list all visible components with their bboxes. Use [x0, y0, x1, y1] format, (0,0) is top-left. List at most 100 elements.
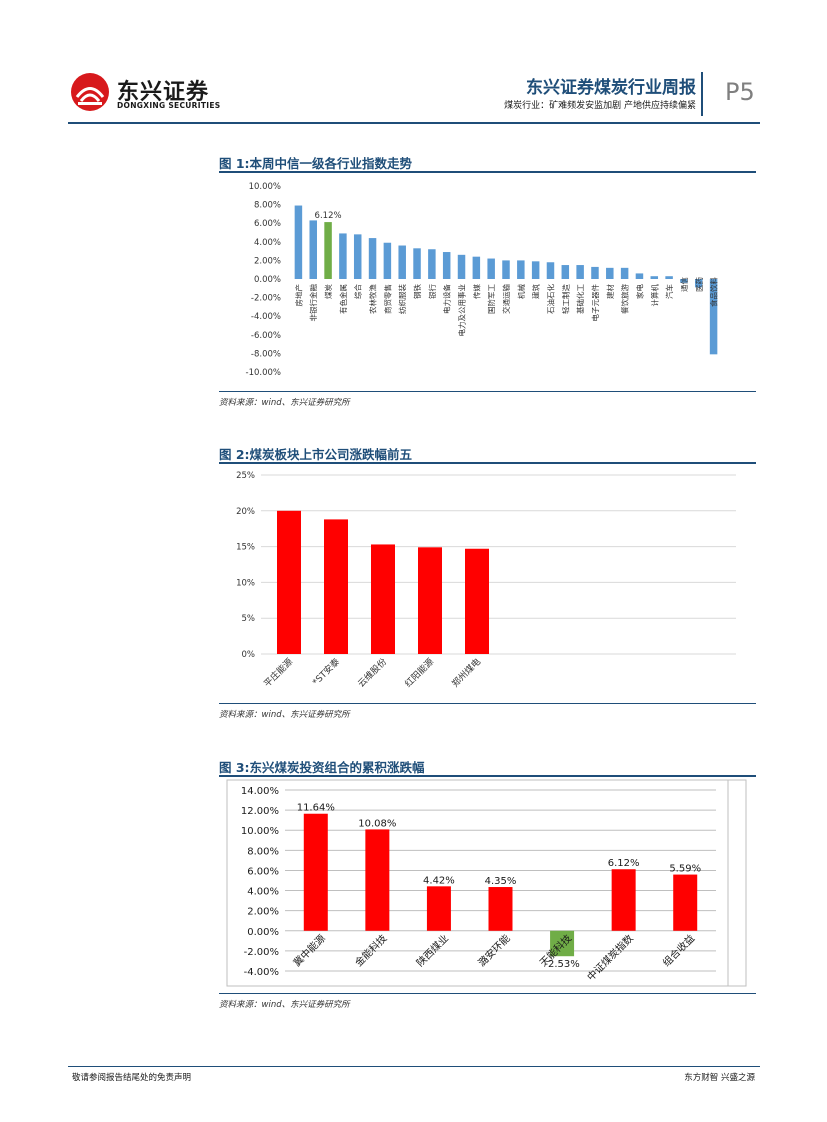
- x-tick-label: 食品饮料: [709, 277, 719, 307]
- x-tick-label: 石油石化: [545, 284, 555, 314]
- x-tick-label: 医药: [694, 277, 704, 292]
- x-tick-label: 房地产: [293, 284, 303, 307]
- data-label: 11.64%: [297, 803, 335, 814]
- bar: [339, 233, 347, 279]
- plot-frame: [226, 779, 747, 987]
- x-tick-label: 家电: [634, 284, 644, 299]
- bar: [353, 234, 362, 279]
- x-tick-label: 传媒: [471, 284, 481, 299]
- y-tick-label: -4.00%: [251, 312, 281, 322]
- footer-rule: [68, 1066, 760, 1067]
- y-tick-label: 2.00%: [254, 256, 281, 266]
- x-tick-label: 机械: [516, 284, 526, 299]
- bar: [365, 829, 390, 931]
- bar: [309, 220, 317, 279]
- bar: [472, 256, 481, 279]
- bar: [680, 279, 688, 283]
- x-tick-label: 综合: [353, 284, 363, 299]
- y-tick-label: 4.00%: [247, 887, 279, 898]
- x-tick-label: 计算机: [649, 284, 659, 307]
- bar: [426, 886, 451, 931]
- figure-3-title: 图 3:东兴煤炭投资组合的累积涨跌幅: [219, 760, 425, 775]
- x-tick-label: 云维股份: [355, 656, 389, 690]
- bar: [465, 548, 489, 654]
- x-tick-label: 非银行金融: [308, 284, 318, 322]
- x-tick-label: 餐饮旅游: [620, 284, 630, 314]
- bar: [673, 874, 698, 931]
- x-tick-label: 通信: [679, 277, 689, 292]
- data-label: 4.42%: [423, 875, 455, 886]
- logo-text-en: DONGXING SECURITIES: [117, 101, 221, 110]
- y-tick-label: 8.00%: [254, 201, 281, 211]
- bar: [442, 252, 451, 279]
- report-subtitle: 煤炭行业：矿难频发安监加剧 产地供应持续偏紧: [504, 101, 696, 111]
- y-tick-label: 25%: [236, 471, 255, 481]
- bar: [457, 254, 466, 279]
- bar: [550, 930, 575, 957]
- y-tick-label: -2.00%: [251, 294, 281, 304]
- figure-1-top-rule: [219, 171, 756, 173]
- bar: [324, 222, 332, 279]
- figure-2-top-rule: [219, 462, 756, 464]
- y-tick-label: 4.00%: [254, 238, 281, 248]
- y-tick-label: 0.00%: [254, 275, 281, 285]
- y-tick-label: 0.00%: [247, 927, 279, 938]
- x-tick-label: 钢铁: [412, 284, 422, 299]
- bar: [418, 547, 442, 654]
- bar: [428, 249, 436, 279]
- y-tick-label: 0%: [242, 650, 256, 660]
- company-logo-icon: [70, 72, 110, 112]
- figure-2-title: 图 2:煤炭板块上市公司涨跌幅前五: [219, 447, 413, 462]
- bar: [561, 265, 570, 279]
- y-tick-label: 2.00%: [247, 907, 279, 918]
- data-label: 6.12%: [315, 211, 342, 221]
- figure-2-source: 资料来源：wind、东兴证券研究所: [219, 710, 350, 720]
- footer-slogan: 东方财智 兴盛之源: [684, 1073, 755, 1083]
- figure-1-chart: 10.00% 8.00% 6.00% 4.00% 2.00% 0.00% -2.00% -4.…: [246, 182, 719, 378]
- x-tick-label: 电子元器件: [590, 284, 600, 322]
- bar: [665, 276, 673, 279]
- y-tick-label: 10.00%: [241, 826, 279, 837]
- bar: [517, 260, 525, 279]
- x-tick-label: 红阳能源: [402, 656, 436, 690]
- data-label: 5.59%: [669, 864, 701, 875]
- bar: [413, 248, 421, 279]
- x-tick-label: 国防军工: [486, 284, 496, 314]
- figure-2-bottom-rule: [219, 703, 756, 704]
- bar: [371, 544, 395, 654]
- bar: [398, 245, 406, 279]
- bar: [368, 238, 377, 279]
- y-tick-label: 10%: [236, 578, 255, 588]
- bar: [488, 887, 513, 931]
- bar: [576, 265, 584, 279]
- bar: [502, 260, 510, 279]
- y-tick-label: 6.00%: [247, 866, 279, 877]
- x-tick-label: 平庄能源: [261, 656, 295, 690]
- footer-disclaimer: 敬请参阅报告结尾处的免责声明: [72, 1073, 192, 1083]
- header-rule: [68, 122, 760, 124]
- x-tick-label: 银行: [427, 284, 437, 299]
- figure-3-bottom-rule: [219, 993, 756, 994]
- bar: [546, 262, 555, 279]
- bar: [650, 276, 659, 279]
- x-tick-label: 建筑: [531, 284, 541, 299]
- y-tick-label: 5%: [242, 614, 256, 624]
- x-tick-label: *ST安泰: [310, 656, 342, 688]
- x-tick-label: 电力及公用事业: [457, 284, 467, 337]
- figure-3-chart: 14.00% 12.00% 10.00% 8.00% 6.00% 4.00% 2.00% 0.…: [226, 779, 747, 987]
- y-tick-label: 10.00%: [249, 182, 281, 192]
- x-tick-label: 商贸零售: [382, 284, 392, 314]
- data-label: 4.35%: [485, 876, 517, 887]
- y-tick-label: 14.00%: [241, 786, 279, 797]
- y-tick-label: -4.00%: [244, 967, 279, 978]
- bar: [277, 510, 301, 654]
- x-tick-label: 中证煤炭指数: [584, 932, 636, 984]
- bar: [591, 266, 599, 279]
- x-tick-label: 农林牧渔: [368, 284, 378, 314]
- bar: [303, 813, 328, 931]
- x-tick-label: 轻工制造: [560, 284, 570, 314]
- x-tick-label: 煤炭: [323, 284, 333, 299]
- y-tick-label: -6.00%: [251, 331, 281, 341]
- bar: [709, 279, 718, 355]
- y-tick-label: 12.00%: [241, 806, 279, 817]
